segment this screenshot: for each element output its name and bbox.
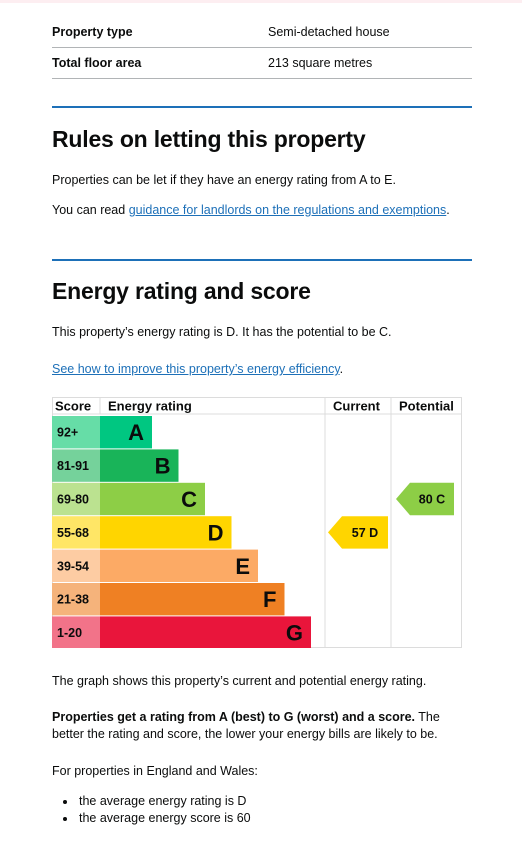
rating-bar-d <box>100 516 232 549</box>
letting-guidance-paragraph: You can read guidance for landlords on t… <box>52 202 472 219</box>
chart-header-potential: Potential <box>399 399 454 414</box>
list-item: the average energy rating is D <box>52 793 251 810</box>
rating-bar-f <box>100 583 285 616</box>
averages-intro: For properties in England and Wales: <box>52 764 258 778</box>
guidance-prefix: You can read <box>52 203 129 217</box>
energy-rating-graph: Score Energy rating Current Potential 92+ A 81… <box>52 397 462 648</box>
rating-bar-g <box>100 616 311 648</box>
letting-paragraph: Properties can be let if they have an en… <box>52 173 396 187</box>
summary-value: 213 square metres <box>268 56 373 70</box>
score-range-label: 69-80 <box>57 493 89 507</box>
score-cell-c <box>52 482 100 516</box>
score-range-label: 92+ <box>57 426 78 440</box>
graph-note: The graph shows this property’s current … <box>52 674 427 688</box>
potential-rating-arrow <box>396 482 454 516</box>
potential-rating-label: 80 C <box>419 493 445 507</box>
score-cell-b <box>52 449 100 482</box>
property-summary-list: Property type Semi-detached house Total … <box>52 17 472 79</box>
score-range-label: 55-68 <box>57 526 89 540</box>
guidance-suffix: . <box>446 203 450 217</box>
list-item: the average energy score is 60 <box>52 810 251 827</box>
section-divider <box>52 259 472 261</box>
rating-explanation: Properties get a rating from A (best) to… <box>52 709 472 743</box>
energy-rating-chart: Score Energy rating Current Potential 92+ A 81… <box>52 397 462 648</box>
section-divider <box>52 106 472 108</box>
summary-row-floor-area: Total floor area 213 square metres <box>52 48 472 79</box>
summary-key: Property type <box>52 25 133 39</box>
rating-letter: C <box>181 487 197 512</box>
rating-bar-c <box>100 482 205 516</box>
rating-letter: B <box>155 454 171 479</box>
score-cell-e <box>52 549 100 582</box>
score-cell-a <box>52 416 100 449</box>
score-range-label: 1-20 <box>57 626 82 640</box>
letting-heading: Rules on letting this property <box>52 126 366 152</box>
rating-bar-b <box>100 449 179 482</box>
rating-explanation-rest: The better the rating and score, the low… <box>52 710 440 741</box>
score-cell-f <box>52 583 100 616</box>
score-cell-g <box>52 616 100 648</box>
current-rating-label: 57 D <box>352 526 378 540</box>
summary-value: Semi-detached house <box>268 25 390 39</box>
rating-letter: G <box>286 621 303 646</box>
score-cell-d <box>52 516 100 549</box>
chart-header-current: Current <box>333 399 381 414</box>
score-range-label: 39-54 <box>57 559 89 573</box>
current-rating-arrow <box>328 516 388 549</box>
summary-row-property-type: Property type Semi-detached house <box>52 17 472 48</box>
energy-heading: Energy rating and score <box>52 278 311 304</box>
score-range-label: 81-91 <box>57 459 89 473</box>
rating-letter: E <box>235 554 250 579</box>
rating-explanation-bold: Properties get a rating from A (best) to… <box>52 710 416 724</box>
energy-rating-paragraph: This property’s energy rating is D. It h… <box>52 325 392 339</box>
improve-suffix: . <box>339 362 344 376</box>
rating-letter: D <box>208 520 224 545</box>
rating-bar-e <box>100 549 258 582</box>
score-range-label: 21-38 <box>57 593 89 607</box>
rating-bar-a <box>100 416 152 449</box>
improve-efficiency-link[interactable]: See how to improve this property’s energ… <box>52 362 340 376</box>
landlord-guidance-link[interactable]: guidance for landlords on the regulation… <box>128 203 447 217</box>
averages-list: the average energy rating is D the avera… <box>52 793 251 827</box>
top-accent-line <box>0 0 522 3</box>
rating-letter: F <box>263 587 276 612</box>
chart-header-score: Score <box>55 399 91 414</box>
chart-header-energy-rating: Energy rating <box>108 399 192 414</box>
rating-letter: A <box>128 420 144 445</box>
improve-paragraph: See how to improve this property’s energ… <box>52 361 472 378</box>
summary-key: Total floor area <box>52 56 142 70</box>
